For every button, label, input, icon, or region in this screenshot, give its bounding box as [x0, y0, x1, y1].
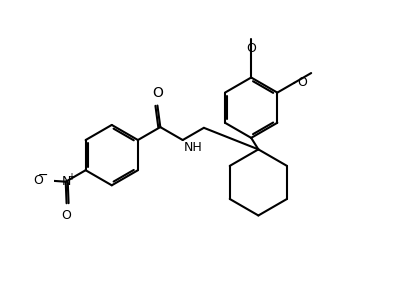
- Text: O: O: [33, 174, 43, 187]
- Text: NH: NH: [183, 142, 202, 154]
- Text: N: N: [62, 175, 71, 188]
- Text: +: +: [67, 172, 75, 182]
- Text: −: −: [38, 168, 49, 182]
- Text: O: O: [246, 42, 256, 54]
- Text: O: O: [152, 86, 163, 100]
- Text: O: O: [297, 76, 307, 89]
- Text: O: O: [62, 209, 72, 222]
